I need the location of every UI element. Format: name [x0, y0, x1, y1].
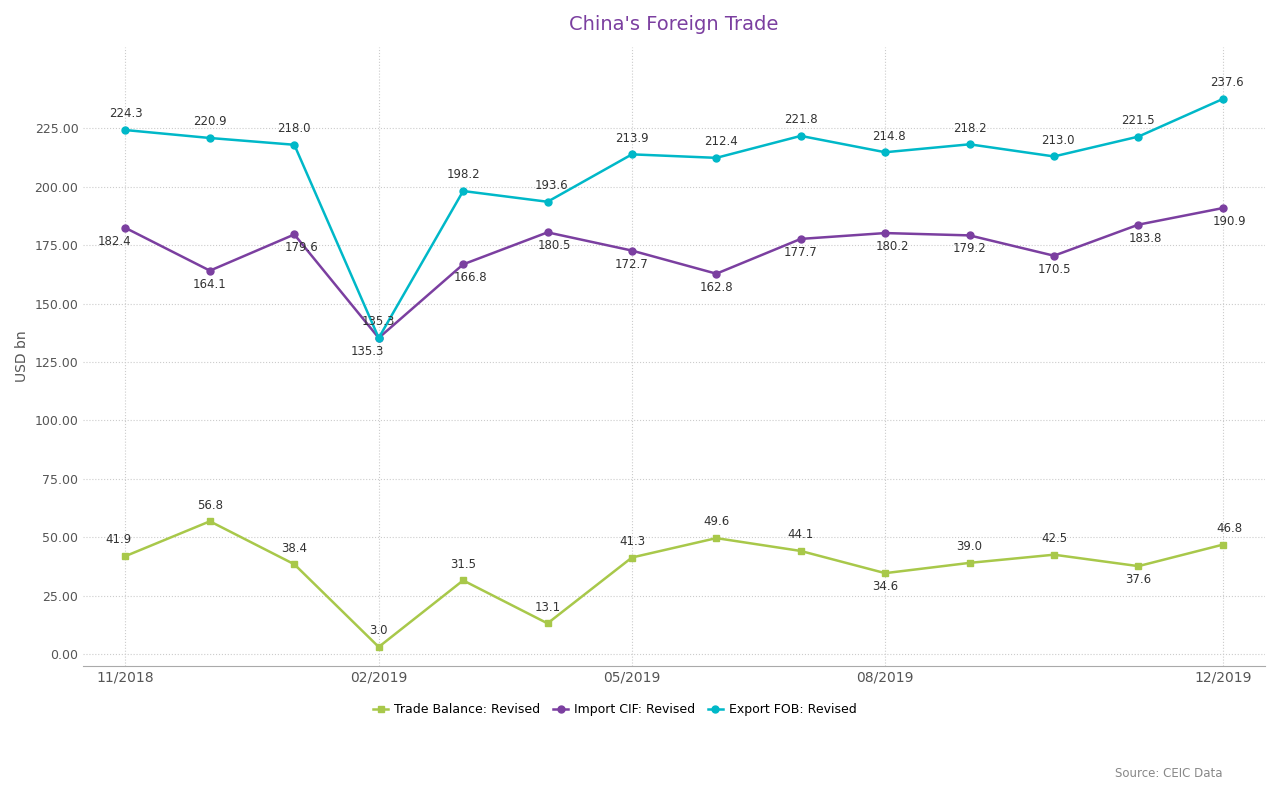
Trade Balance: Revised: (7, 49.6): Revised: (7, 49.6): [709, 534, 724, 543]
Text: 190.9: 190.9: [1213, 215, 1247, 228]
Text: 135.3: 135.3: [351, 345, 384, 358]
Text: 221.8: 221.8: [783, 113, 818, 126]
Import CIF: Revised: (3, 135): Revised: (3, 135): [371, 333, 387, 342]
Text: 56.8: 56.8: [197, 498, 223, 511]
Export FOB: Revised: (2, 218): Revised: (2, 218): [287, 140, 302, 150]
Text: 41.3: 41.3: [618, 534, 645, 548]
Export FOB: Revised: (3, 135): Revised: (3, 135): [371, 333, 387, 342]
Text: 39.0: 39.0: [956, 540, 983, 553]
Text: 49.6: 49.6: [703, 515, 730, 528]
Export FOB: Revised: (9, 215): Revised: (9, 215): [878, 147, 893, 157]
Text: 162.8: 162.8: [700, 281, 733, 294]
Text: 179.6: 179.6: [284, 242, 319, 254]
Export FOB: Revised: (8, 222): Revised: (8, 222): [794, 131, 809, 141]
Export FOB: Revised: (11, 213): Revised: (11, 213): [1046, 152, 1061, 162]
Text: 170.5: 170.5: [1037, 262, 1071, 276]
Import CIF: Revised: (5, 180): Revised: (5, 180): [540, 227, 556, 237]
Trade Balance: Revised: (5, 13.1): Revised: (5, 13.1): [540, 618, 556, 628]
Export FOB: Revised: (1, 221): Revised: (1, 221): [202, 133, 218, 142]
Text: 41.9: 41.9: [105, 534, 132, 546]
Text: 224.3: 224.3: [109, 107, 142, 120]
Trade Balance: Revised: (0, 41.9): Revised: (0, 41.9): [118, 551, 133, 561]
Trade Balance: Revised: (3, 3): Revised: (3, 3): [371, 642, 387, 652]
Import CIF: Revised: (7, 163): Revised: (7, 163): [709, 269, 724, 278]
Export FOB: Revised: (4, 198): Revised: (4, 198): [456, 186, 471, 196]
Text: 164.1: 164.1: [193, 278, 227, 290]
Text: 38.4: 38.4: [282, 542, 307, 554]
Trade Balance: Revised: (4, 31.5): Revised: (4, 31.5): [456, 575, 471, 585]
Export FOB: Revised: (13, 238): Revised: (13, 238): [1215, 94, 1230, 104]
Title: China's Foreign Trade: China's Foreign Trade: [570, 15, 778, 34]
Trade Balance: Revised: (6, 41.3): Revised: (6, 41.3): [625, 553, 640, 562]
Import CIF: Revised: (9, 180): Revised: (9, 180): [878, 228, 893, 238]
Text: 214.8: 214.8: [873, 130, 906, 142]
Legend: Trade Balance: Revised, Import CIF: Revised, Export FOB: Revised: Trade Balance: Revised, Import CIF: Revi…: [369, 698, 861, 722]
Import CIF: Revised: (0, 182): Revised: (0, 182): [118, 223, 133, 233]
Line: Export FOB: Revised: Export FOB: Revised: [122, 95, 1226, 342]
Import CIF: Revised: (11, 170): Revised: (11, 170): [1046, 251, 1061, 261]
Text: 13.1: 13.1: [535, 601, 561, 614]
Trade Balance: Revised: (13, 46.8): Revised: (13, 46.8): [1215, 540, 1230, 550]
Text: 221.5: 221.5: [1121, 114, 1156, 127]
Import CIF: Revised: (6, 173): Revised: (6, 173): [625, 246, 640, 255]
Text: 166.8: 166.8: [453, 271, 486, 284]
Text: 183.8: 183.8: [1129, 231, 1162, 245]
Text: 182.4: 182.4: [97, 235, 131, 248]
Text: 44.1: 44.1: [787, 528, 814, 542]
Text: 31.5: 31.5: [451, 558, 476, 570]
Text: 220.9: 220.9: [193, 115, 227, 128]
Trade Balance: Revised: (1, 56.8): Revised: (1, 56.8): [202, 517, 218, 526]
Trade Balance: Revised: (8, 44.1): Revised: (8, 44.1): [794, 546, 809, 556]
Text: 42.5: 42.5: [1041, 532, 1068, 545]
Text: 237.6: 237.6: [1210, 76, 1244, 90]
Import CIF: Revised: (1, 164): Revised: (1, 164): [202, 266, 218, 275]
Text: 218.0: 218.0: [278, 122, 311, 135]
Text: 37.6: 37.6: [1125, 573, 1152, 586]
Text: 135.3: 135.3: [362, 315, 396, 328]
Export FOB: Revised: (5, 194): Revised: (5, 194): [540, 197, 556, 206]
Import CIF: Revised: (10, 179): Revised: (10, 179): [961, 230, 977, 240]
Text: Source: CEIC Data: Source: CEIC Data: [1115, 767, 1222, 780]
Text: 46.8: 46.8: [1217, 522, 1243, 535]
Y-axis label: USD bn: USD bn: [15, 330, 29, 382]
Text: 3.0: 3.0: [370, 624, 388, 638]
Text: 212.4: 212.4: [704, 135, 737, 148]
Export FOB: Revised: (7, 212): Revised: (7, 212): [709, 153, 724, 162]
Text: 213.0: 213.0: [1042, 134, 1075, 146]
Text: 179.2: 179.2: [952, 242, 987, 255]
Text: 177.7: 177.7: [783, 246, 818, 259]
Export FOB: Revised: (6, 214): Revised: (6, 214): [625, 150, 640, 159]
Import CIF: Revised: (2, 180): Revised: (2, 180): [287, 230, 302, 239]
Trade Balance: Revised: (2, 38.4): Revised: (2, 38.4): [287, 559, 302, 569]
Export FOB: Revised: (10, 218): Revised: (10, 218): [961, 139, 977, 149]
Text: 180.2: 180.2: [876, 240, 909, 253]
Text: 172.7: 172.7: [616, 258, 649, 270]
Trade Balance: Revised: (12, 37.6): Revised: (12, 37.6): [1130, 562, 1146, 571]
Line: Import CIF: Revised: Import CIF: Revised: [122, 205, 1226, 342]
Import CIF: Revised: (13, 191): Revised: (13, 191): [1215, 203, 1230, 213]
Import CIF: Revised: (8, 178): Revised: (8, 178): [794, 234, 809, 244]
Trade Balance: Revised: (11, 42.5): Revised: (11, 42.5): [1046, 550, 1061, 559]
Export FOB: Revised: (0, 224): Revised: (0, 224): [118, 126, 133, 135]
Text: 213.9: 213.9: [616, 132, 649, 145]
Text: 198.2: 198.2: [447, 168, 480, 182]
Text: 218.2: 218.2: [952, 122, 987, 134]
Trade Balance: Revised: (9, 34.6): Revised: (9, 34.6): [878, 568, 893, 578]
Line: Trade Balance: Revised: Trade Balance: Revised: [122, 518, 1226, 650]
Text: 193.6: 193.6: [535, 179, 568, 192]
Text: 34.6: 34.6: [872, 579, 899, 593]
Text: 180.5: 180.5: [538, 239, 571, 252]
Trade Balance: Revised: (10, 39): Revised: (10, 39): [961, 558, 977, 568]
Import CIF: Revised: (4, 167): Revised: (4, 167): [456, 259, 471, 269]
Import CIF: Revised: (12, 184): Revised: (12, 184): [1130, 220, 1146, 230]
Export FOB: Revised: (12, 222): Revised: (12, 222): [1130, 132, 1146, 142]
